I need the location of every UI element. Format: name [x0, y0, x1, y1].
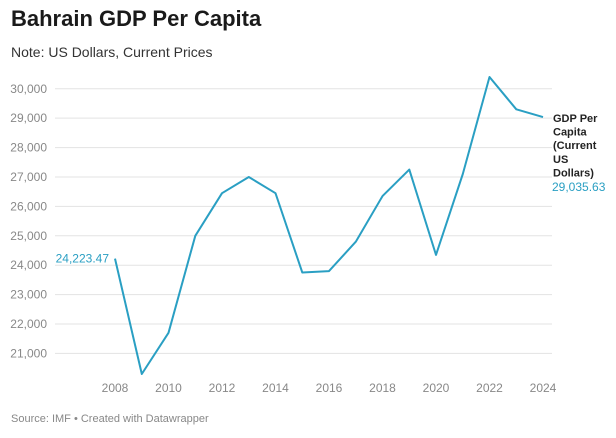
data-point	[514, 107, 519, 112]
y-tick-label: 21,000	[10, 346, 47, 360]
data-point	[541, 115, 546, 120]
series-name-label: GDP Per	[553, 113, 598, 125]
x-tick-label: 2010	[155, 381, 182, 395]
x-tick-label: 2024	[530, 381, 557, 395]
chart-subtitle: Note: US Dollars, Current Prices	[11, 44, 213, 60]
data-point	[460, 172, 465, 177]
x-axis-ticks: 2008 2010 2012 2014 2016 2018 2020 2022 2024	[102, 381, 557, 395]
gridlines	[55, 88, 552, 354]
data-point	[327, 269, 332, 274]
end-value-label: 29,035.63	[552, 180, 606, 194]
series-name-label: (Current	[553, 140, 597, 152]
data-point	[193, 233, 198, 238]
y-tick-label: 26,000	[10, 199, 47, 213]
x-tick-label: 2012	[209, 381, 236, 395]
series-line	[114, 76, 544, 375]
start-value-label: 24,223.47	[56, 252, 110, 266]
x-tick-label: 2022	[476, 381, 503, 395]
data-point	[380, 194, 385, 199]
y-tick-label: 25,000	[10, 229, 47, 243]
data-point	[246, 174, 251, 179]
series-name-label: Dollars)	[553, 167, 594, 179]
annotation-layer: 24,223.47 GDP Per Capita(Current USDollars)…	[56, 113, 606, 266]
y-tick-label: 23,000	[10, 288, 47, 302]
data-point	[273, 191, 278, 196]
data-point	[407, 167, 412, 172]
y-tick-label: 29,000	[10, 111, 47, 125]
data-point	[220, 191, 225, 196]
y-axis-ticks: 21,000 22,000 23,000 24,000 25,000 26,000 27,0…	[10, 82, 47, 361]
y-tick-label: 27,000	[10, 170, 47, 184]
data-point	[487, 75, 492, 80]
series-layer	[113, 75, 546, 377]
source-note: Source: IMF • Created with Datawrapper	[11, 413, 209, 425]
y-tick-label: 30,000	[10, 82, 47, 96]
data-point	[139, 372, 144, 377]
data-point	[353, 239, 358, 244]
data-point	[434, 252, 439, 257]
data-point	[300, 270, 305, 275]
data-point	[113, 256, 118, 261]
chart-title: Bahrain GDP Per Capita	[11, 6, 262, 31]
x-tick-label: 2008	[102, 381, 129, 395]
x-tick-label: 2018	[369, 381, 396, 395]
y-tick-label: 24,000	[10, 258, 47, 272]
x-tick-label: 2014	[262, 381, 289, 395]
x-tick-label: 2020	[423, 381, 450, 395]
series-name-label: Capita	[553, 127, 588, 139]
x-tick-label: 2016	[316, 381, 343, 395]
y-tick-label: 22,000	[10, 317, 47, 331]
data-point	[166, 330, 171, 335]
y-tick-label: 28,000	[10, 141, 47, 155]
series-name-label: US	[553, 154, 568, 166]
